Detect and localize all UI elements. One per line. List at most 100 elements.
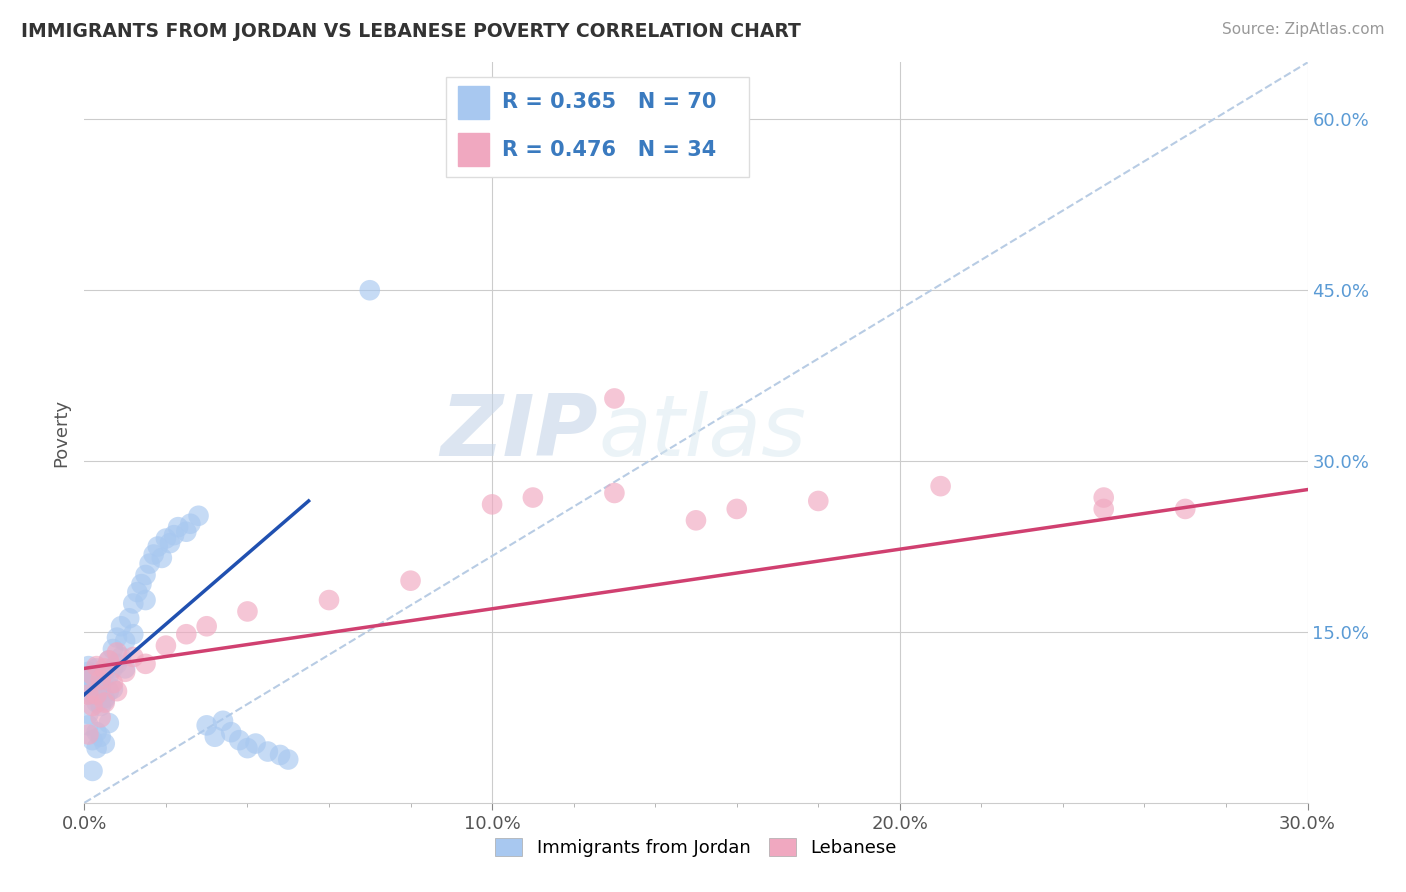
Point [90, 698, 112, 713]
Point [86, 696, 108, 710]
Point [82, 681, 104, 696]
Point [204, 730, 226, 744]
Point [77, 665, 100, 679]
Point [97, 668, 120, 682]
Point [90, 671, 112, 685]
Point [77, 676, 100, 690]
Point [269, 747, 291, 762]
Point [93, 693, 115, 707]
Point [97, 716, 120, 731]
Point [90, 680, 112, 694]
Point [174, 627, 197, 641]
Point [101, 642, 124, 657]
Point [1174, 502, 1197, 516]
Point [135, 593, 157, 607]
Point [257, 745, 280, 759]
Point [277, 752, 299, 766]
Point [195, 718, 218, 732]
Point [93, 696, 115, 710]
Point [90, 730, 112, 744]
Point [187, 508, 209, 523]
Bar [458, 87, 489, 119]
Point [725, 502, 748, 516]
Point [82, 668, 104, 682]
Point [236, 741, 259, 756]
Point [90, 710, 112, 724]
Point [110, 650, 132, 665]
Point [86, 725, 108, 739]
Point [77, 688, 100, 702]
Point [93, 691, 115, 706]
Point [603, 486, 626, 500]
Point [118, 611, 141, 625]
Point [219, 725, 242, 739]
Point [481, 497, 503, 511]
Point [163, 528, 186, 542]
Point [122, 627, 145, 641]
Point [122, 650, 145, 665]
Point [146, 540, 169, 554]
Point [90, 673, 112, 687]
Text: Source: ZipAtlas.com: Source: ZipAtlas.com [1222, 22, 1385, 37]
Point [86, 661, 108, 675]
Bar [458, 133, 489, 166]
Point [174, 524, 197, 539]
Point [114, 665, 136, 679]
Point [97, 653, 120, 667]
Point [101, 676, 124, 690]
Point [105, 684, 128, 698]
Point [82, 698, 104, 713]
Point [1092, 502, 1115, 516]
Point [212, 714, 235, 728]
Point [131, 577, 153, 591]
Point [86, 688, 108, 702]
Point [318, 593, 340, 607]
Point [929, 479, 952, 493]
Point [97, 653, 120, 667]
Y-axis label: Poverty: Poverty [52, 399, 70, 467]
Text: R = 0.365   N = 70: R = 0.365 N = 70 [502, 93, 716, 112]
Point [228, 733, 250, 747]
Point [82, 733, 104, 747]
Point [101, 681, 124, 696]
Point [86, 659, 108, 673]
Point [86, 741, 108, 756]
Point [90, 684, 112, 698]
Point [138, 557, 160, 571]
Point [101, 661, 124, 675]
Point [127, 585, 149, 599]
Point [359, 283, 381, 297]
Point [122, 597, 145, 611]
Point [105, 631, 128, 645]
Point [114, 634, 136, 648]
Point [167, 520, 190, 534]
Point [82, 688, 104, 702]
Point [93, 737, 115, 751]
Point [86, 688, 108, 702]
Point [179, 516, 201, 531]
Point [82, 673, 104, 687]
Text: ZIP: ZIP [440, 391, 598, 475]
Point [807, 494, 830, 508]
Text: R = 0.476   N = 34: R = 0.476 N = 34 [502, 140, 716, 160]
Point [105, 657, 128, 671]
Point [77, 706, 100, 721]
Point [685, 513, 707, 527]
Point [603, 392, 626, 406]
Point [93, 661, 115, 675]
Point [195, 619, 218, 633]
Point [77, 688, 100, 702]
Point [77, 727, 100, 741]
Point [97, 684, 120, 698]
Point [150, 550, 173, 565]
Point [159, 536, 181, 550]
FancyBboxPatch shape [446, 77, 749, 178]
Point [77, 718, 100, 732]
Point [399, 574, 422, 588]
Point [82, 764, 104, 778]
Point [82, 671, 104, 685]
Legend: Immigrants from Jordan, Lebanese: Immigrants from Jordan, Lebanese [488, 830, 904, 864]
Point [522, 491, 544, 505]
Point [93, 665, 115, 679]
Text: IMMIGRANTS FROM JORDAN VS LEBANESE POVERTY CORRELATION CHART: IMMIGRANTS FROM JORDAN VS LEBANESE POVER… [21, 22, 801, 41]
